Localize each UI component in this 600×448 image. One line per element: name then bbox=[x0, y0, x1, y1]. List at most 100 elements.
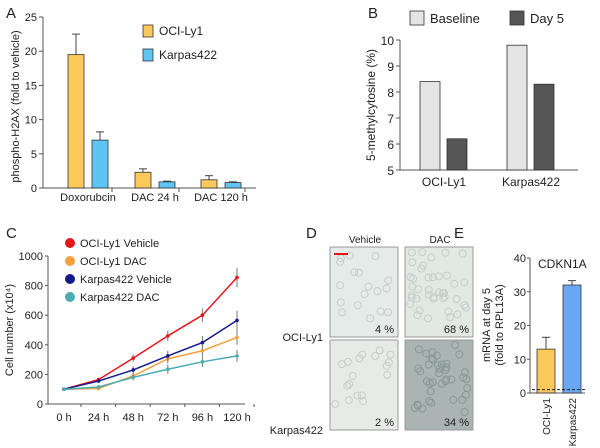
c-data-point bbox=[96, 385, 101, 389]
d-cell bbox=[386, 350, 395, 359]
d-cell bbox=[384, 358, 393, 367]
a-bar bbox=[91, 139, 109, 189]
e-y-tick-label: 0 bbox=[520, 388, 526, 400]
c-x-tick-label: 72 h bbox=[157, 412, 178, 424]
c-legend-label: Karpas422 Vehicle bbox=[80, 274, 172, 286]
c-data-point bbox=[235, 335, 239, 340]
c-legend-marker bbox=[65, 238, 75, 248]
d-cell bbox=[460, 368, 469, 377]
a-y-tick-label: 10 bbox=[25, 115, 37, 127]
d-cell bbox=[424, 314, 433, 323]
d-cell bbox=[424, 285, 433, 294]
c-y-tick-label: 200 bbox=[25, 369, 43, 381]
b-y-tick-label: 9 bbox=[387, 60, 394, 74]
d-cell bbox=[451, 341, 460, 350]
d-cell bbox=[429, 294, 438, 303]
c-data-point bbox=[235, 354, 239, 358]
d-cell bbox=[460, 278, 469, 287]
e-y-tick-label: 40 bbox=[514, 253, 526, 265]
c-legend-marker bbox=[65, 274, 75, 284]
d-cell bbox=[384, 308, 393, 317]
a-y-tick-label: 15 bbox=[25, 80, 37, 92]
e-bar bbox=[562, 284, 582, 394]
e-y-tick-label: 10 bbox=[514, 354, 526, 366]
c-y-axis-label: Cell number (x10⁴) bbox=[4, 284, 16, 376]
c-data-point bbox=[131, 375, 135, 380]
a-bar bbox=[224, 182, 242, 189]
d-percent-label: 68 % bbox=[444, 324, 469, 336]
d-cell bbox=[348, 371, 357, 380]
c-x-tick-label: 0 h bbox=[56, 412, 71, 424]
panel-label-E: E bbox=[454, 225, 464, 242]
d-cell bbox=[460, 407, 469, 416]
b-x-tick-label: OCI-Ly1 bbox=[422, 175, 467, 189]
c-data-point bbox=[200, 348, 205, 353]
b-y-axis-label: 5-methylcytosine (%) bbox=[364, 49, 378, 161]
d-cell bbox=[442, 359, 451, 368]
d-cell bbox=[336, 281, 345, 290]
d-cell bbox=[455, 350, 464, 359]
d-cell bbox=[424, 290, 433, 299]
e-chart-title: CDKN1A bbox=[538, 257, 587, 271]
c-legend-marker bbox=[65, 292, 75, 302]
d-cell bbox=[331, 400, 340, 409]
d-cell bbox=[406, 299, 415, 308]
a-y-tick-label: 20 bbox=[25, 46, 37, 58]
c-data-point bbox=[131, 356, 135, 360]
d-cell bbox=[452, 295, 461, 304]
b-legend-label: Day 5 bbox=[530, 11, 564, 26]
d-cell bbox=[439, 294, 448, 303]
d-cell bbox=[414, 345, 423, 354]
c-data-point bbox=[131, 368, 135, 372]
d-cell bbox=[382, 284, 391, 293]
c-series-line bbox=[63, 319, 238, 390]
d-micrograph bbox=[404, 339, 474, 431]
d-cell bbox=[461, 303, 470, 312]
b-legend-label: Baseline bbox=[430, 11, 480, 26]
c-x-tick-label: 96 h bbox=[192, 412, 213, 424]
b-legend-swatch bbox=[409, 10, 425, 26]
b-y-tick-label: 8 bbox=[387, 86, 394, 100]
d-cell bbox=[336, 298, 345, 307]
a-y-tick-label: 0 bbox=[31, 183, 37, 195]
d-column-label: Vehicle bbox=[349, 235, 382, 246]
d-cell bbox=[413, 401, 422, 410]
d-cell bbox=[444, 307, 453, 316]
d-cell bbox=[441, 377, 450, 386]
d-cell bbox=[345, 380, 354, 389]
d-cell bbox=[373, 287, 382, 296]
a-bar bbox=[134, 171, 152, 189]
d-cell bbox=[414, 285, 423, 294]
c-data-point bbox=[96, 379, 101, 383]
c-y-tick-label: 400 bbox=[25, 340, 43, 352]
d-percent-label: 2 % bbox=[375, 417, 394, 429]
b-x-tick-label: Karpas422 bbox=[502, 175, 560, 189]
d-cell bbox=[413, 311, 422, 320]
a-x-tick-label: Doxorubcin bbox=[60, 192, 116, 204]
d-cell bbox=[447, 375, 456, 384]
a-bar bbox=[200, 179, 218, 189]
d-cell bbox=[438, 289, 447, 298]
d-cell bbox=[415, 306, 424, 315]
d-cell bbox=[343, 381, 352, 390]
d-cell bbox=[359, 397, 368, 406]
d-cell bbox=[350, 268, 359, 277]
d-cell bbox=[424, 360, 433, 369]
d-cell bbox=[383, 370, 392, 379]
d-cell bbox=[353, 391, 362, 400]
d-cell bbox=[414, 364, 423, 373]
c-x-tick-label: 120 h bbox=[223, 412, 251, 424]
c-data-point bbox=[200, 340, 205, 345]
a-x-tick-label: DAC 120 h bbox=[194, 192, 248, 204]
c-legend-label: OCI-Ly1 Vehicle bbox=[80, 238, 159, 250]
c-series-line bbox=[63, 276, 238, 390]
d-cell bbox=[463, 384, 472, 393]
d-cell bbox=[435, 369, 444, 378]
e-y-tick-label: 20 bbox=[514, 321, 526, 333]
d-cell bbox=[443, 271, 452, 280]
b-y-tick-label: 6 bbox=[387, 138, 394, 152]
e-x-tick-label: Karpas422 bbox=[568, 398, 579, 447]
c-data-point bbox=[200, 313, 205, 318]
d-cell bbox=[434, 272, 443, 281]
